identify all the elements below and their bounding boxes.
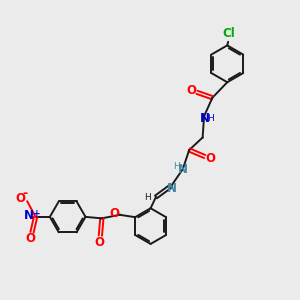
Text: +: + [33, 209, 40, 218]
Text: H: H [144, 193, 151, 202]
Text: O: O [16, 192, 26, 205]
Text: O: O [109, 207, 119, 220]
Text: -: - [22, 187, 27, 200]
Text: O: O [187, 84, 196, 97]
Text: N: N [178, 164, 188, 176]
Text: H: H [207, 114, 214, 123]
Text: O: O [26, 232, 36, 245]
Text: N: N [167, 182, 177, 195]
Text: Cl: Cl [222, 27, 235, 40]
Text: O: O [95, 236, 105, 249]
Text: N: N [200, 112, 210, 125]
Text: O: O [205, 152, 215, 164]
Text: N: N [24, 209, 34, 222]
Text: H: H [173, 162, 179, 171]
